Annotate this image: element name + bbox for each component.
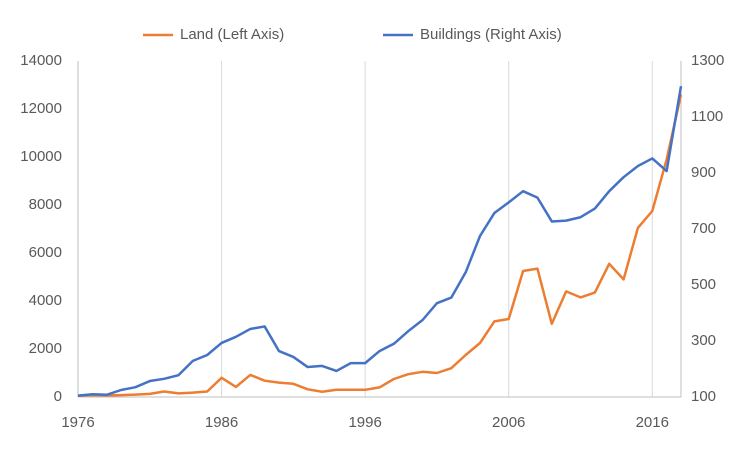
y2-tick-label: 300 <box>691 332 716 349</box>
y-tick-label: 2000 <box>29 340 62 357</box>
y-tick-label: 0 <box>54 388 62 405</box>
x-tick-label: 1976 <box>61 414 94 431</box>
y2-tick-label: 500 <box>691 276 716 293</box>
y2-tick-label: 100 <box>691 388 716 405</box>
y-tick-label: 14000 <box>20 52 62 69</box>
legend-label: Land (Left Axis) <box>180 26 284 43</box>
y2-tick-label: 1100 <box>691 108 723 125</box>
y-tick-label: 10000 <box>20 148 62 165</box>
x-tick-label: 1986 <box>205 414 238 431</box>
x-tick-label: 1996 <box>348 414 381 431</box>
data-line <box>77 94 683 398</box>
y2-tick-label: 900 <box>691 164 716 181</box>
y-tick-label: 8000 <box>29 196 62 213</box>
y2-tick-label: 700 <box>691 220 716 237</box>
x-tick-label: 2006 <box>492 414 525 431</box>
data-line <box>77 85 683 397</box>
y-tick-label: 6000 <box>29 244 62 261</box>
y-tick-label: 12000 <box>20 100 62 117</box>
legend-label: Buildings (Right Axis) <box>420 26 562 43</box>
y2-tick-label: 1300 <box>691 52 724 69</box>
x-tick-label: 2016 <box>636 414 669 431</box>
y-tick-label: 4000 <box>29 292 62 309</box>
